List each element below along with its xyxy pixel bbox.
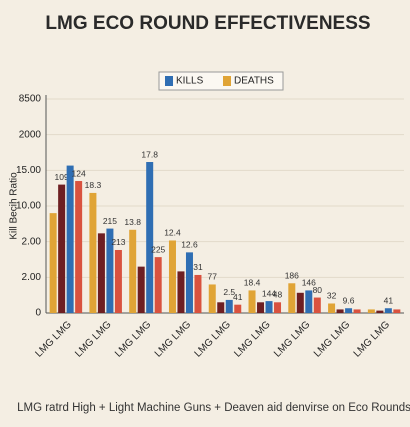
bar bbox=[66, 165, 74, 313]
bar bbox=[154, 257, 162, 313]
legend-box bbox=[158, 71, 284, 91]
bar bbox=[367, 309, 375, 313]
bar bbox=[353, 309, 361, 313]
bar bbox=[97, 233, 105, 313]
data-annotation: 77 bbox=[208, 272, 218, 282]
x-tick-label: LMG LMG bbox=[113, 319, 154, 360]
chart-title: LMG ECO ROUND EFFECTIVENESS bbox=[45, 13, 370, 34]
legend-label: DEATHS bbox=[234, 76, 274, 87]
data-annotation: 31 bbox=[193, 262, 203, 272]
data-annotation: 144 bbox=[262, 288, 276, 298]
bar bbox=[265, 301, 273, 313]
bar bbox=[58, 184, 66, 313]
data-annotation: 213 bbox=[111, 237, 125, 247]
bar bbox=[49, 213, 57, 313]
bar bbox=[185, 252, 193, 313]
bar bbox=[146, 162, 154, 313]
bar bbox=[248, 290, 256, 313]
bar bbox=[106, 228, 114, 313]
bar bbox=[313, 297, 321, 313]
data-annotation: 48 bbox=[273, 290, 283, 300]
x-tick-label: LMG LMG bbox=[272, 319, 313, 360]
bar bbox=[137, 266, 145, 313]
y-tick-label: 10.00 bbox=[16, 201, 41, 212]
data-annotation: 32 bbox=[327, 291, 337, 301]
bar bbox=[194, 274, 202, 313]
legend-swatch bbox=[165, 76, 173, 86]
data-annotation: 41 bbox=[233, 292, 243, 302]
y-tick-label: 8500 bbox=[19, 94, 42, 105]
bar bbox=[129, 229, 137, 313]
data-annotation: 80 bbox=[313, 285, 323, 295]
data-annotation: 12.6 bbox=[181, 240, 198, 250]
legend-swatch bbox=[223, 76, 231, 86]
data-annotation: 9.6 bbox=[343, 295, 355, 305]
data-annotation: 186 bbox=[285, 271, 299, 281]
data-annotation: 215 bbox=[103, 216, 117, 226]
bar bbox=[225, 299, 233, 313]
y-axis-label: Kill Becih Ratio bbox=[9, 172, 20, 240]
data-annotation: 41 bbox=[384, 295, 394, 305]
bar bbox=[288, 283, 296, 313]
bar bbox=[177, 271, 185, 313]
bar bbox=[393, 309, 401, 313]
bar bbox=[384, 308, 392, 313]
x-tick-label: LMG LMG bbox=[232, 319, 273, 360]
x-tick-label: LMG LMG bbox=[312, 319, 353, 360]
bar bbox=[208, 284, 216, 313]
data-annotation: 12.4 bbox=[164, 228, 181, 238]
y-tick-label: 2000 bbox=[19, 129, 42, 140]
data-annotation: 18.3 bbox=[85, 180, 102, 190]
data-annotation: 109 bbox=[55, 172, 69, 182]
bar bbox=[234, 304, 242, 313]
data-annotation: 17.8 bbox=[141, 149, 158, 159]
bar bbox=[89, 192, 97, 313]
data-annotation: 225 bbox=[151, 244, 165, 254]
bar bbox=[257, 302, 265, 313]
bar bbox=[345, 308, 353, 313]
data-annotation: 13.8 bbox=[124, 217, 141, 227]
bar bbox=[75, 181, 83, 313]
x-tick-label: LMG LMG bbox=[73, 319, 114, 360]
x-tick-label: LMG LMG bbox=[352, 319, 393, 360]
data-annotation: 146 bbox=[302, 278, 316, 288]
footer: LMG ratrd High + Light Machine Guns + De… bbox=[17, 402, 410, 414]
bar bbox=[328, 303, 336, 313]
bar bbox=[376, 310, 384, 313]
y-tick-label: 15.00 bbox=[16, 165, 41, 176]
x-tick-label: LMG LMG bbox=[153, 319, 194, 360]
bar bbox=[274, 302, 282, 313]
x-tick-label: LMG LMG bbox=[193, 319, 234, 360]
bar bbox=[168, 240, 176, 313]
bar bbox=[114, 249, 122, 313]
y-tick-label: 0 bbox=[35, 308, 41, 319]
data-annotation: 2.5 bbox=[223, 287, 235, 297]
y-tick-label: 2.00 bbox=[22, 272, 42, 283]
x-tick-label: LMG LMG bbox=[33, 319, 74, 360]
data-annotation: 18.4 bbox=[244, 278, 261, 288]
bar bbox=[305, 290, 313, 313]
bar bbox=[336, 309, 344, 313]
bar bbox=[217, 302, 225, 313]
data-annotation: 124 bbox=[72, 168, 86, 178]
y-tick-label: 2.00 bbox=[22, 236, 42, 247]
bar bbox=[296, 292, 304, 313]
legend-label: KILLS bbox=[176, 76, 204, 87]
